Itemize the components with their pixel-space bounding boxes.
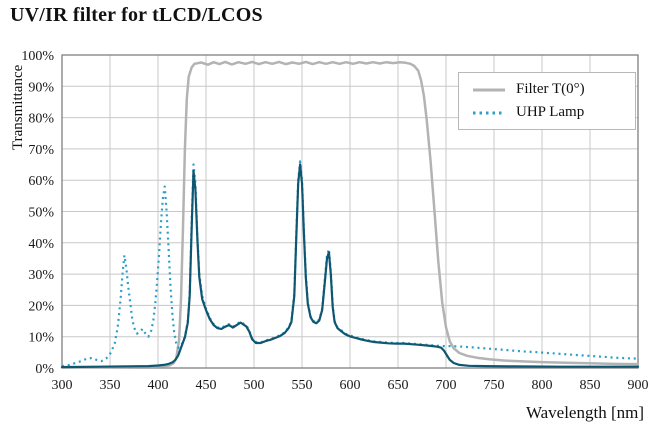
legend-label-uhp-lamp: UHP Lamp (516, 104, 585, 120)
svg-text:400: 400 (148, 378, 169, 393)
svg-text:550: 550 (292, 378, 313, 393)
legend-item-filter: Filter T(0°) (471, 81, 623, 98)
legend-item-uhp-lamp: UHP Lamp (471, 104, 623, 121)
svg-text:0%: 0% (35, 362, 54, 377)
svg-text:300: 300 (52, 378, 73, 393)
x-axis-label: Wavelength [nm] (525, 403, 644, 422)
svg-text:10%: 10% (28, 331, 54, 346)
svg-text:30%: 30% (28, 268, 54, 283)
filter-line-swatch (473, 88, 505, 91)
svg-text:350: 350 (100, 378, 121, 393)
svg-text:50%: 50% (28, 206, 54, 221)
svg-text:100%: 100% (21, 49, 54, 64)
svg-text:40%: 40% (28, 237, 54, 252)
series-filter-t0 (60, 60, 640, 369)
legend-label-filter: Filter T(0°) (516, 81, 585, 97)
chart-title: UV/IR filter for tLCD/LCOS (10, 4, 263, 26)
svg-text:20%: 20% (28, 299, 54, 314)
svg-text:80%: 80% (28, 112, 54, 127)
legend: Filter T(0°) UHP Lamp (458, 72, 636, 130)
svg-text:90%: 90% (28, 80, 54, 95)
series-uhp-lamp-through-filter (60, 163, 640, 369)
svg-text:450: 450 (196, 378, 217, 393)
svg-text:800: 800 (532, 378, 553, 393)
uhp-lamp-line-swatch (473, 111, 505, 114)
svg-text:500: 500 (244, 378, 265, 393)
svg-text:600: 600 (340, 378, 361, 393)
svg-text:70%: 70% (28, 143, 54, 158)
svg-text:60%: 60% (28, 174, 54, 189)
svg-text:650: 650 (388, 378, 409, 393)
svg-text:750: 750 (484, 378, 505, 393)
svg-text:900: 900 (628, 378, 649, 393)
svg-text:850: 850 (580, 378, 601, 393)
svg-text:700: 700 (436, 378, 457, 393)
